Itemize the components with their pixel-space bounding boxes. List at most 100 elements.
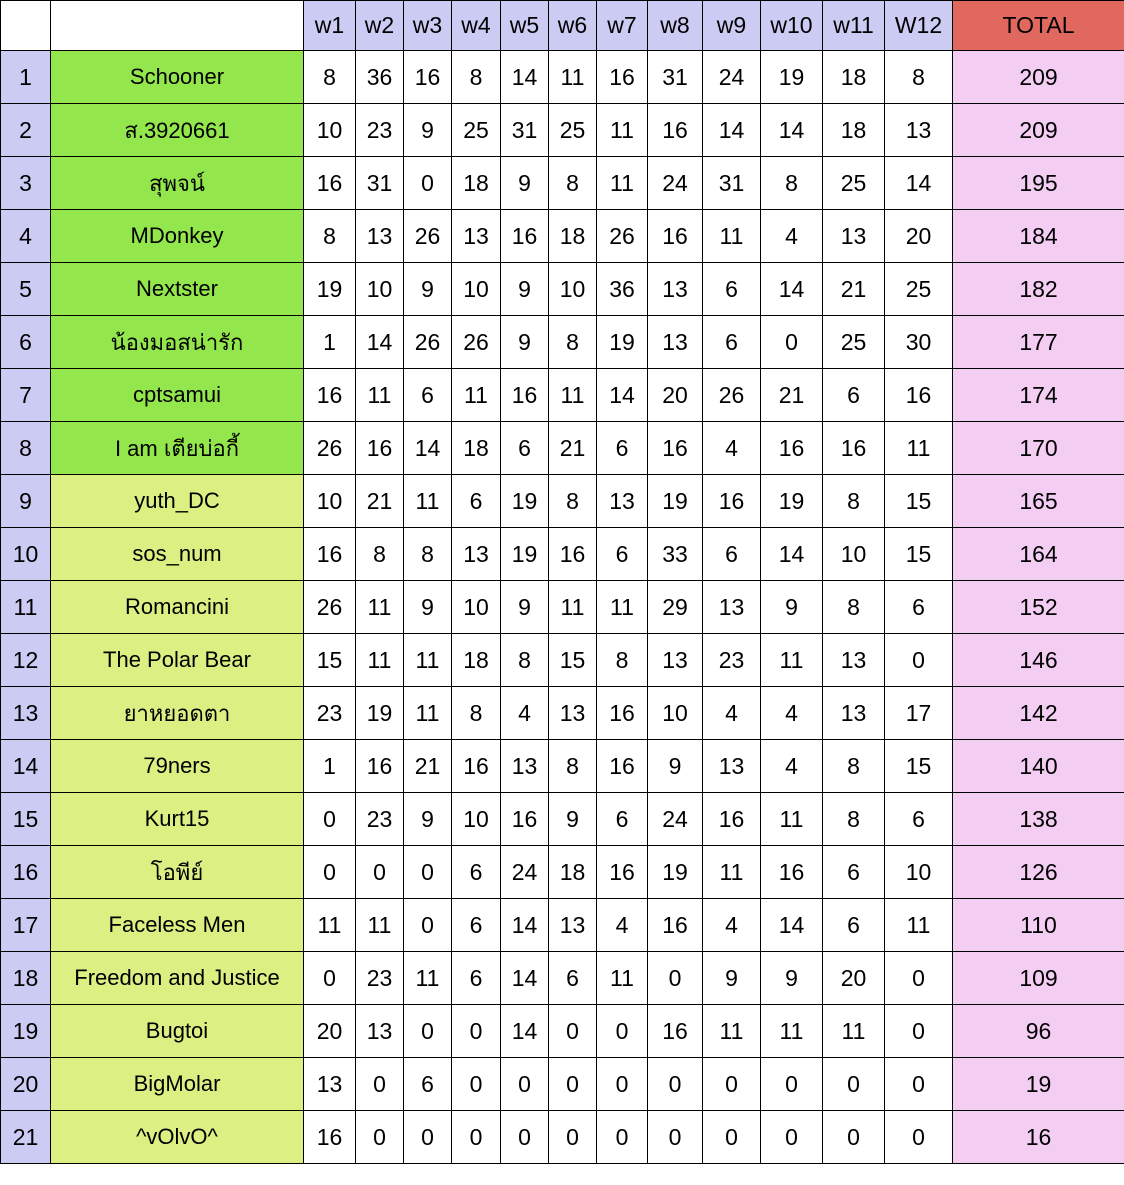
score-cell-w1[interactable]: 13 [303, 1057, 356, 1111]
score-cell-w12[interactable]: 0 [884, 951, 953, 1005]
score-cell-w11[interactable]: 20 [822, 951, 885, 1005]
score-cell-w1[interactable]: 8 [303, 50, 356, 104]
total-score-cell[interactable]: 174 [952, 368, 1124, 422]
score-cell-w4[interactable]: 0 [451, 1110, 501, 1164]
score-cell-w12[interactable]: 11 [884, 898, 953, 952]
score-cell-w9[interactable]: 6 [702, 315, 761, 369]
score-cell-w5[interactable]: 19 [500, 527, 549, 581]
score-cell-w2[interactable]: 23 [355, 951, 404, 1005]
score-cell-w2[interactable]: 10 [355, 262, 404, 316]
score-cell-w11[interactable]: 6 [822, 845, 885, 899]
total-score-cell[interactable]: 184 [952, 209, 1124, 263]
score-cell-w5[interactable]: 13 [500, 739, 549, 793]
score-cell-w3[interactable]: 9 [403, 262, 452, 316]
score-cell-w3[interactable]: 11 [403, 633, 452, 687]
score-cell-w12[interactable]: 25 [884, 262, 953, 316]
total-header-cell[interactable]: TOTAL [952, 0, 1124, 51]
player-name-cell[interactable]: sos_num [50, 527, 304, 581]
score-cell-w7[interactable]: 19 [596, 315, 648, 369]
score-cell-w5[interactable]: 14 [500, 50, 549, 104]
score-cell-w3[interactable]: 9 [403, 792, 452, 846]
score-cell-w9[interactable]: 6 [702, 262, 761, 316]
total-score-cell[interactable]: 182 [952, 262, 1124, 316]
score-cell-w5[interactable]: 24 [500, 845, 549, 899]
score-cell-w9[interactable]: 6 [702, 527, 761, 581]
score-cell-w5[interactable]: 8 [500, 633, 549, 687]
score-cell-w7[interactable]: 14 [596, 368, 648, 422]
score-cell-w9[interactable]: 4 [702, 686, 761, 740]
score-cell-w12[interactable]: 14 [884, 156, 953, 210]
score-cell-w5[interactable]: 4 [500, 686, 549, 740]
score-cell-w2[interactable]: 8 [355, 527, 404, 581]
score-cell-w9[interactable]: 11 [702, 1004, 761, 1058]
score-cell-w7[interactable]: 16 [596, 50, 648, 104]
score-cell-w3[interactable]: 0 [403, 845, 452, 899]
rank-cell[interactable]: 19 [0, 1004, 51, 1058]
total-score-cell[interactable]: 140 [952, 739, 1124, 793]
score-cell-w12[interactable]: 15 [884, 739, 953, 793]
score-cell-w1[interactable]: 1 [303, 315, 356, 369]
score-cell-w1[interactable]: 11 [303, 898, 356, 952]
score-cell-w4[interactable]: 6 [451, 474, 501, 528]
score-cell-w7[interactable]: 36 [596, 262, 648, 316]
score-cell-w11[interactable]: 25 [822, 315, 885, 369]
score-cell-w10[interactable]: 14 [760, 103, 823, 157]
score-cell-w4[interactable]: 11 [451, 368, 501, 422]
score-cell-w8[interactable]: 31 [647, 50, 703, 104]
score-cell-w1[interactable]: 16 [303, 527, 356, 581]
score-cell-w4[interactable]: 13 [451, 209, 501, 263]
corner-rank-header-cell[interactable] [0, 0, 51, 51]
score-cell-w8[interactable]: 10 [647, 686, 703, 740]
score-cell-w5[interactable]: 16 [500, 368, 549, 422]
score-cell-w4[interactable]: 6 [451, 845, 501, 899]
score-cell-w8[interactable]: 13 [647, 633, 703, 687]
week-header-cell-w12[interactable]: W12 [884, 0, 953, 51]
score-cell-w1[interactable]: 19 [303, 262, 356, 316]
score-cell-w11[interactable]: 0 [822, 1110, 885, 1164]
score-cell-w10[interactable]: 16 [760, 421, 823, 475]
score-cell-w6[interactable]: 8 [548, 739, 597, 793]
score-cell-w10[interactable]: 4 [760, 686, 823, 740]
score-cell-w6[interactable]: 0 [548, 1057, 597, 1111]
score-cell-w3[interactable]: 21 [403, 739, 452, 793]
score-cell-w3[interactable]: 0 [403, 1110, 452, 1164]
player-name-cell[interactable]: สุพจน์ [50, 156, 304, 210]
score-cell-w10[interactable]: 4 [760, 209, 823, 263]
score-cell-w9[interactable]: 26 [702, 368, 761, 422]
score-cell-w7[interactable]: 11 [596, 951, 648, 1005]
rank-cell[interactable]: 3 [0, 156, 51, 210]
score-cell-w3[interactable]: 0 [403, 1004, 452, 1058]
score-cell-w10[interactable]: 19 [760, 474, 823, 528]
score-cell-w9[interactable]: 11 [702, 209, 761, 263]
score-cell-w9[interactable]: 13 [702, 580, 761, 634]
score-cell-w9[interactable]: 14 [702, 103, 761, 157]
score-cell-w5[interactable]: 9 [500, 580, 549, 634]
score-cell-w9[interactable]: 0 [702, 1057, 761, 1111]
score-cell-w2[interactable]: 13 [355, 209, 404, 263]
score-cell-w3[interactable]: 16 [403, 50, 452, 104]
score-cell-w9[interactable]: 9 [702, 951, 761, 1005]
score-cell-w8[interactable]: 16 [647, 209, 703, 263]
player-name-cell[interactable]: ส.3920661 [50, 103, 304, 157]
rank-cell[interactable]: 15 [0, 792, 51, 846]
rank-cell[interactable]: 10 [0, 527, 51, 581]
rank-cell[interactable]: 8 [0, 421, 51, 475]
score-cell-w6[interactable]: 8 [548, 315, 597, 369]
score-cell-w11[interactable]: 16 [822, 421, 885, 475]
score-cell-w4[interactable]: 6 [451, 898, 501, 952]
week-header-cell-w9[interactable]: w9 [702, 0, 761, 51]
score-cell-w5[interactable]: 14 [500, 1004, 549, 1058]
rank-cell[interactable]: 11 [0, 580, 51, 634]
score-cell-w2[interactable]: 0 [355, 845, 404, 899]
score-cell-w12[interactable]: 0 [884, 1004, 953, 1058]
week-header-cell-w11[interactable]: w11 [822, 0, 885, 51]
rank-cell[interactable]: 9 [0, 474, 51, 528]
score-cell-w2[interactable]: 23 [355, 103, 404, 157]
rank-cell[interactable]: 13 [0, 686, 51, 740]
player-name-cell[interactable]: The Polar Bear [50, 633, 304, 687]
score-cell-w11[interactable]: 21 [822, 262, 885, 316]
score-cell-w12[interactable]: 30 [884, 315, 953, 369]
score-cell-w9[interactable]: 31 [702, 156, 761, 210]
player-name-cell[interactable]: ^vOlvO^ [50, 1110, 304, 1164]
score-cell-w8[interactable]: 19 [647, 474, 703, 528]
